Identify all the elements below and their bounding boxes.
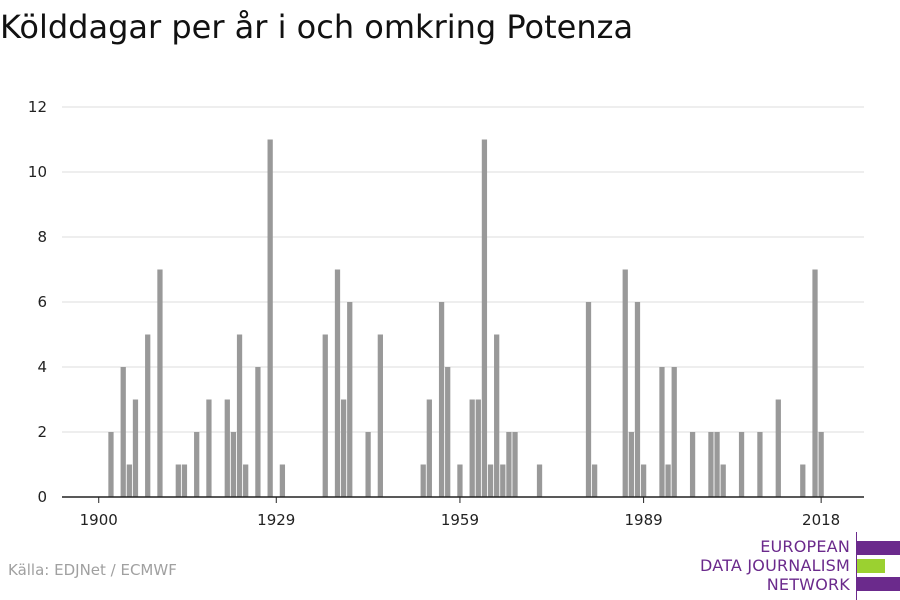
x-tick-label: 1989 xyxy=(625,511,663,529)
bar xyxy=(175,464,181,497)
bar xyxy=(365,432,371,497)
bar xyxy=(243,464,249,497)
bar xyxy=(181,464,188,497)
bar xyxy=(812,269,818,497)
bar xyxy=(445,367,451,497)
x-tick-label: 1929 xyxy=(257,511,295,529)
bar xyxy=(108,432,114,497)
y-tick-label: 2 xyxy=(37,423,47,441)
bar xyxy=(120,367,126,497)
bar xyxy=(469,399,475,497)
logo-bar-bottom xyxy=(857,577,900,591)
bar xyxy=(671,367,677,497)
bar xyxy=(157,269,163,497)
bar xyxy=(457,464,463,497)
edjnet-logo: EUROPEAN DATA JOURNALISM NETWORK xyxy=(700,532,900,600)
bar xyxy=(340,399,347,497)
bar xyxy=(438,302,445,497)
bar xyxy=(720,464,726,497)
bar xyxy=(255,367,261,497)
chart-title: Kölddagar per år i och omkring Potenza xyxy=(0,8,634,46)
bar xyxy=(506,432,512,497)
x-tick-label: 1959 xyxy=(441,511,479,529)
y-tick-label: 8 xyxy=(37,228,47,246)
y-tick-label: 6 xyxy=(37,293,47,311)
y-tick-label: 12 xyxy=(28,98,47,116)
bar xyxy=(659,367,665,497)
x-tick-labels: 1900 1929 1959 1989 2018 xyxy=(80,511,841,529)
bar xyxy=(800,464,806,497)
bar xyxy=(708,432,714,497)
bars xyxy=(108,139,824,497)
logo-line-data-journalism: DATA JOURNALISM xyxy=(700,556,850,575)
bar xyxy=(494,334,500,497)
bar xyxy=(481,139,488,497)
bar xyxy=(230,432,237,497)
bar xyxy=(591,464,598,497)
bar xyxy=(628,432,634,497)
logo-bar-top xyxy=(857,541,900,555)
bar xyxy=(377,334,383,497)
gridlines xyxy=(62,106,864,433)
bar xyxy=(689,432,696,497)
bar xyxy=(738,432,745,497)
source-note: Källa: EDJNet / ECMWF xyxy=(8,561,177,579)
bar xyxy=(206,399,212,497)
bar xyxy=(236,334,243,497)
bar xyxy=(126,464,132,497)
bar xyxy=(267,139,273,497)
bar xyxy=(500,464,506,497)
logo-separator xyxy=(856,532,857,600)
logo-line-european: EUROPEAN xyxy=(760,537,850,556)
x-axis xyxy=(62,496,864,503)
y-tick-label: 10 xyxy=(28,163,47,181)
bar xyxy=(757,432,763,497)
bar xyxy=(224,399,230,497)
logo-line-network: NETWORK xyxy=(766,575,850,594)
bar xyxy=(194,432,200,497)
bar xyxy=(622,269,628,497)
bar xyxy=(347,302,353,497)
bar xyxy=(640,464,647,497)
bar xyxy=(132,399,139,497)
bar xyxy=(512,432,518,497)
bar xyxy=(475,399,481,497)
bar xyxy=(818,432,824,497)
bar xyxy=(426,399,432,497)
bar xyxy=(487,464,494,497)
bar xyxy=(536,464,543,497)
bar xyxy=(775,399,781,497)
bar xyxy=(279,464,286,497)
x-tick-label: 2018 xyxy=(802,511,840,529)
bar xyxy=(145,334,151,497)
bar xyxy=(322,334,328,497)
bar xyxy=(334,269,341,497)
bar xyxy=(665,464,671,497)
bar-chart: 0 2 4 6 8 10 12 1900 1929 1959 1989 2018 xyxy=(28,98,864,529)
bar xyxy=(420,464,426,497)
y-tick-labels: 0 2 4 6 8 10 12 xyxy=(28,98,47,506)
bar xyxy=(714,432,720,497)
bar xyxy=(634,302,641,497)
x-tick-label: 1900 xyxy=(80,511,118,529)
y-tick-label: 0 xyxy=(37,488,47,506)
logo-bar-middle xyxy=(857,559,885,573)
y-tick-label: 4 xyxy=(37,358,47,376)
bar xyxy=(585,302,592,497)
